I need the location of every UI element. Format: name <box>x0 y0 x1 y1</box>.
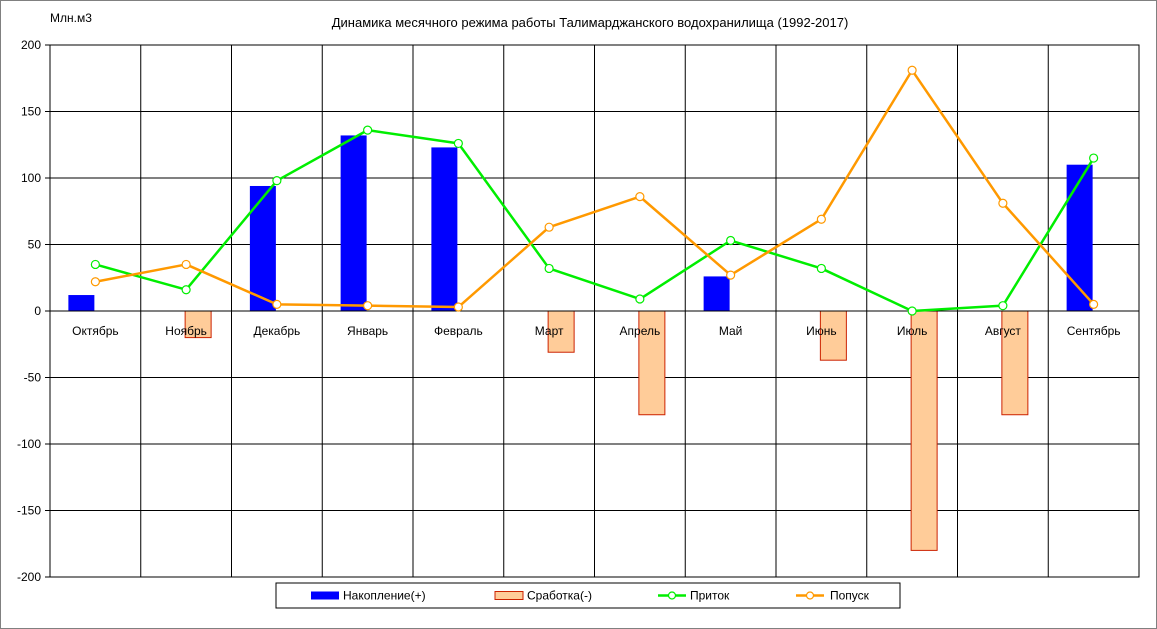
point-release <box>1089 299 1099 309</box>
point-inflow <box>816 263 826 274</box>
legend-marker <box>667 591 677 600</box>
point-inflow <box>998 301 1008 311</box>
chart-title: Динамика месячного режима работы Талимар… <box>332 15 849 30</box>
legend-label: Сработка(-) <box>527 589 592 603</box>
x-tick-label: Декабрь <box>253 324 300 338</box>
legend-label: Приток <box>690 589 730 603</box>
point-release <box>816 214 826 224</box>
legend-label: Накопление(+) <box>343 589 426 603</box>
point-release <box>272 299 282 309</box>
point-release <box>453 302 463 312</box>
bar-drawdown <box>1001 310 1029 416</box>
legend-label: Попуск <box>830 589 870 603</box>
x-tick-label: Март <box>535 324 564 338</box>
bar-accumulation <box>703 276 730 311</box>
legend-swatch <box>311 591 339 600</box>
x-tick-label: Февраль <box>434 324 483 338</box>
x-tick-label: Октябрь <box>72 324 119 338</box>
point-inflow <box>363 125 373 135</box>
legend-swatch <box>494 591 524 600</box>
point-inflow <box>635 294 645 304</box>
point-release <box>363 301 373 311</box>
x-tick-label: Сентябрь <box>1067 324 1121 338</box>
point-inflow <box>544 263 554 274</box>
bar-accumulation <box>431 147 458 311</box>
bar-drawdown <box>547 310 575 353</box>
line-release <box>95 69 1095 309</box>
point-inflow <box>272 176 282 186</box>
y-tick-label: 200 <box>21 38 41 52</box>
bar-drawdown <box>910 310 938 551</box>
x-tick-label: Апрель <box>620 324 661 338</box>
plot-area: 200 150 100 50 0 -50 -100 -150 -200 Октябрь Ноябрь… <box>17 38 1140 584</box>
bar-accumulation <box>340 135 367 311</box>
y-tick-label: 50 <box>28 238 42 252</box>
point-inflow <box>453 138 463 149</box>
x-tick-label: Июнь <box>806 324 837 338</box>
bar-drawdown <box>638 310 666 416</box>
point-release <box>998 198 1008 208</box>
bar-accumulation <box>249 185 276 311</box>
y-tick-label: -150 <box>17 504 41 518</box>
point-inflow <box>181 285 191 295</box>
y-tick-label: -100 <box>17 437 41 451</box>
point-inflow <box>90 259 100 270</box>
bar-drawdown <box>184 310 212 339</box>
point-release <box>181 259 191 270</box>
legend-marker <box>805 591 815 600</box>
y-tick-label: -200 <box>17 570 41 584</box>
y-tick-label: -50 <box>24 371 42 385</box>
point-release <box>544 222 554 232</box>
point-release <box>635 192 645 202</box>
bar-drawdown <box>819 310 847 361</box>
y-tick-label: 0 <box>34 304 41 318</box>
x-tick-label: Июль <box>897 324 928 338</box>
bar-accumulation <box>68 295 95 311</box>
point-release <box>90 277 100 287</box>
point-release <box>726 270 736 280</box>
point-release <box>907 65 917 75</box>
y-tick-label: 150 <box>21 105 41 119</box>
point-inflow <box>726 235 736 246</box>
point-inflow <box>1089 153 1099 163</box>
x-tick-label: Январь <box>347 324 388 338</box>
line-inflow <box>95 128 1095 313</box>
bar-accumulation <box>1066 164 1093 311</box>
x-tick-label: Ноябрь <box>165 324 207 338</box>
legend: Накопление(+) Сработка(-) Приток Попуск <box>275 582 901 609</box>
y-tick-label: 100 <box>21 171 41 185</box>
point-inflow <box>907 306 917 316</box>
x-tick-label: Август <box>985 324 1022 338</box>
x-tick-label: Май <box>719 324 743 338</box>
y-axis-unit-label: Млн.м3 <box>50 11 92 25</box>
